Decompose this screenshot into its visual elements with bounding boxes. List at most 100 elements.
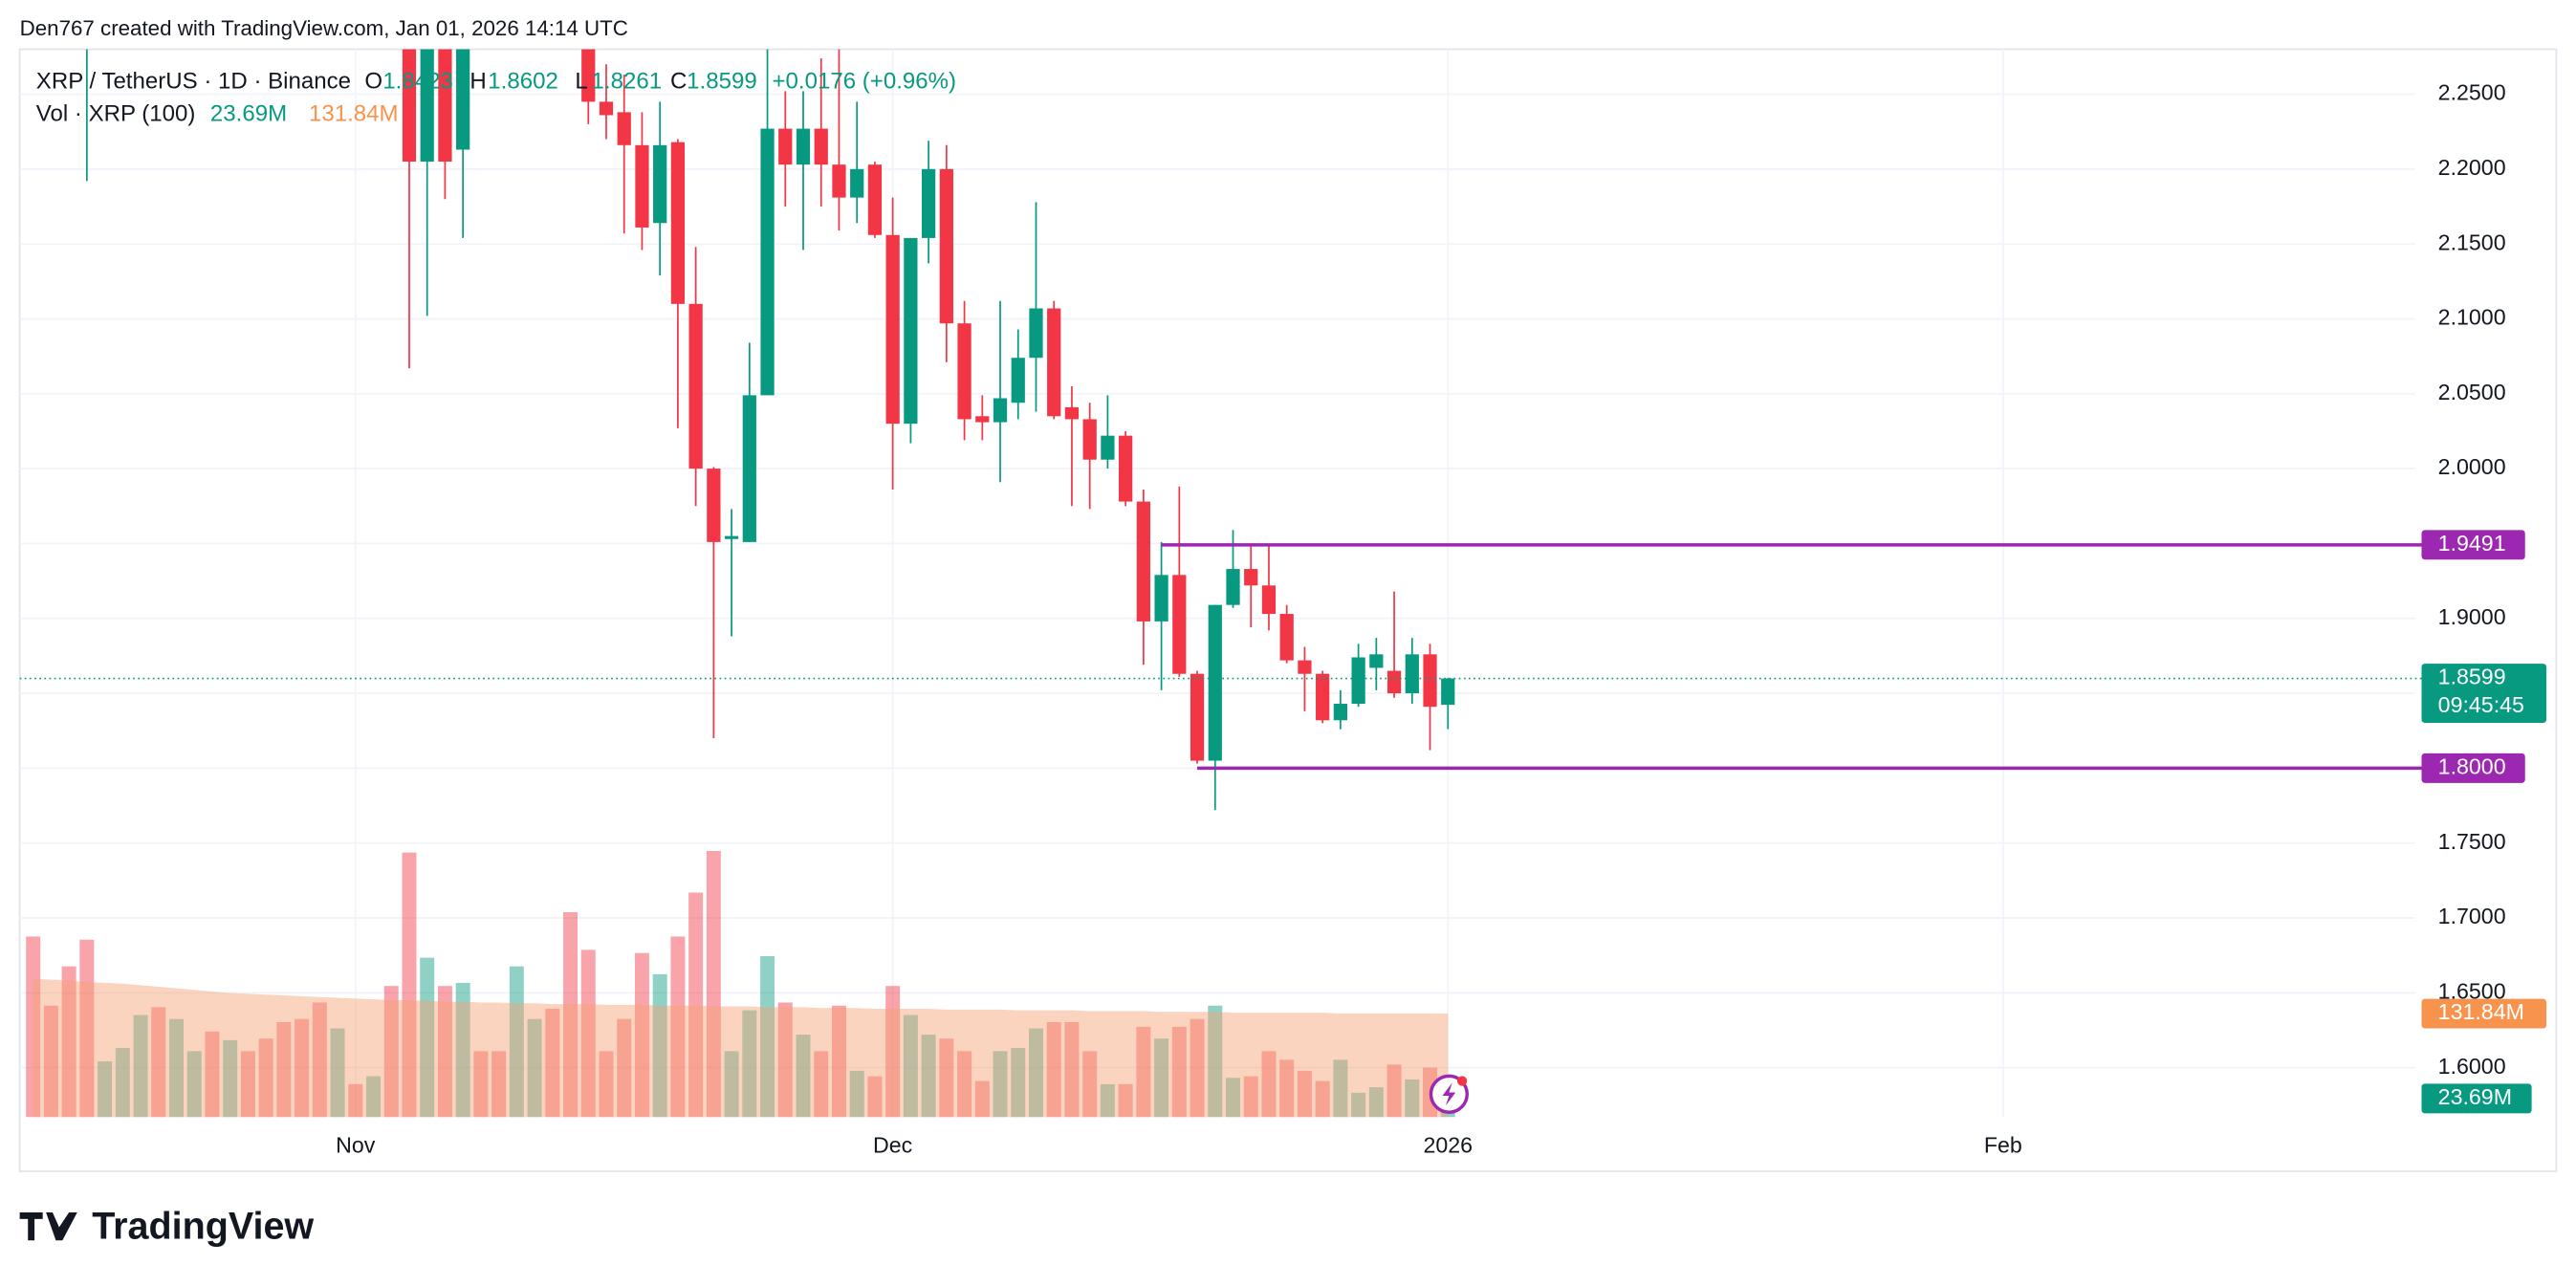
volume-title: Vol · XRP (100) <box>36 101 196 127</box>
volume-bar <box>186 1051 202 1118</box>
volume-bar <box>1405 1079 1420 1118</box>
volume-bar <box>777 1002 793 1118</box>
volume-bar <box>1011 1048 1026 1118</box>
volume-scale-box <box>2421 998 2547 1029</box>
candle-body <box>1298 660 1312 674</box>
candle-body <box>1011 358 1025 404</box>
volume-bar <box>1118 1083 1133 1118</box>
volume-bar <box>831 1005 846 1118</box>
volume-bar <box>545 1009 560 1118</box>
ohlc-value: 1.8261 <box>592 68 663 94</box>
candle-body <box>402 49 417 163</box>
plot <box>26 49 1455 1118</box>
x-tick-label: Feb <box>1984 1132 2022 1157</box>
candle-body <box>1386 670 1402 694</box>
volume-bar <box>796 1035 811 1118</box>
volume-bar <box>563 912 579 1118</box>
y-tick-label: 1.7500 <box>2438 829 2506 854</box>
icon-bolt <box>1442 1082 1456 1106</box>
last-price-box <box>2421 664 2547 723</box>
x-tick-label: 2026 <box>1423 1132 1473 1157</box>
candle-body <box>1136 501 1150 622</box>
volume-bar <box>634 952 649 1118</box>
chart-frame <box>18 48 2558 1172</box>
volume-bar <box>724 1051 739 1118</box>
candle-body <box>599 101 614 116</box>
candle-body <box>975 416 990 423</box>
volume-bar <box>849 1070 864 1118</box>
volume-bar <box>957 1051 972 1118</box>
volume-bar <box>473 1051 489 1118</box>
header: Den767 created with TradingView.com, Jan… <box>20 16 628 40</box>
candle-body <box>1172 575 1187 674</box>
volume-bar <box>115 1048 130 1118</box>
y-tick-label: 2.0500 <box>2438 380 2506 404</box>
volume-bar <box>1226 1078 1241 1118</box>
volume-bar <box>742 1010 757 1118</box>
volume-bar <box>617 1018 632 1118</box>
volume-bar <box>670 936 686 1118</box>
volume-bar <box>258 1038 273 1118</box>
candle-body <box>1244 569 1258 586</box>
volume-bar <box>26 936 41 1118</box>
candle-body <box>688 303 703 469</box>
volume-bar <box>867 1076 883 1118</box>
replay-icon[interactable] <box>1429 1074 1469 1114</box>
volume-bar <box>1064 1021 1080 1118</box>
volume-bar <box>169 1018 184 1118</box>
x-tick-label: Dec <box>873 1132 912 1157</box>
ohlc-value: 1.8602 <box>488 68 558 94</box>
candle-body <box>993 398 1008 423</box>
volume-bar <box>223 1039 238 1118</box>
candle-body <box>1423 654 1437 708</box>
volume-ma-area <box>33 978 1449 1118</box>
last-price-label: 1.8599 <box>2438 665 2506 689</box>
icon-dot <box>1456 1076 1468 1086</box>
candle-body <box>1029 308 1043 359</box>
candle-body <box>1405 654 1419 694</box>
candle-body <box>1154 575 1168 622</box>
volume-bar <box>1297 1070 1312 1118</box>
y-tick-label: 2.1000 <box>2438 305 2506 330</box>
candle-body <box>1208 604 1222 761</box>
volume-bar <box>295 1018 310 1118</box>
ohlc-key: O <box>364 68 382 94</box>
volume-bar <box>348 1083 363 1118</box>
candle-body <box>707 469 721 542</box>
candle-body <box>420 49 434 163</box>
volume-bar <box>1171 1026 1187 1118</box>
volume-bar <box>1243 1076 1258 1118</box>
y-tick-label: 2.1500 <box>2438 229 2506 254</box>
candle-body <box>1441 678 1455 706</box>
countdown: 09:45:45 <box>2438 692 2524 717</box>
volume-bar <box>312 1002 327 1118</box>
candle-body <box>1064 406 1080 420</box>
volume-bar <box>133 1014 148 1118</box>
candle-body <box>724 535 739 539</box>
legend: XRP / TetherUS · 1D · Binance O 1.8423 H… <box>36 68 956 126</box>
candle-body <box>850 168 864 198</box>
volume-bar <box>205 1031 220 1118</box>
volume-bar <box>276 1021 292 1118</box>
volume-bar <box>1190 1018 1205 1118</box>
candle-body <box>670 142 686 304</box>
volume-bar <box>580 949 596 1118</box>
candle-body <box>1316 673 1330 721</box>
volume-bar <box>240 1051 255 1118</box>
volume-bar <box>903 1014 918 1118</box>
volume-scale-box <box>2421 1083 2532 1114</box>
volume-bar <box>1100 1083 1115 1118</box>
y-tick-label: 2.0000 <box>2438 454 2506 479</box>
ohlc-key: C <box>670 68 687 94</box>
logo-mark <box>19 1211 77 1241</box>
candle-body <box>904 237 918 425</box>
y-tick-label: 1.7000 <box>2438 904 2506 928</box>
volume-bar <box>455 982 470 1118</box>
volume-bar <box>330 1028 345 1118</box>
volume-bar <box>1261 1051 1277 1118</box>
ohlc-key: L <box>575 68 587 94</box>
volume-bar <box>688 892 704 1118</box>
candle-body <box>1190 673 1205 761</box>
volume-legend: 23.69M <box>210 101 287 127</box>
